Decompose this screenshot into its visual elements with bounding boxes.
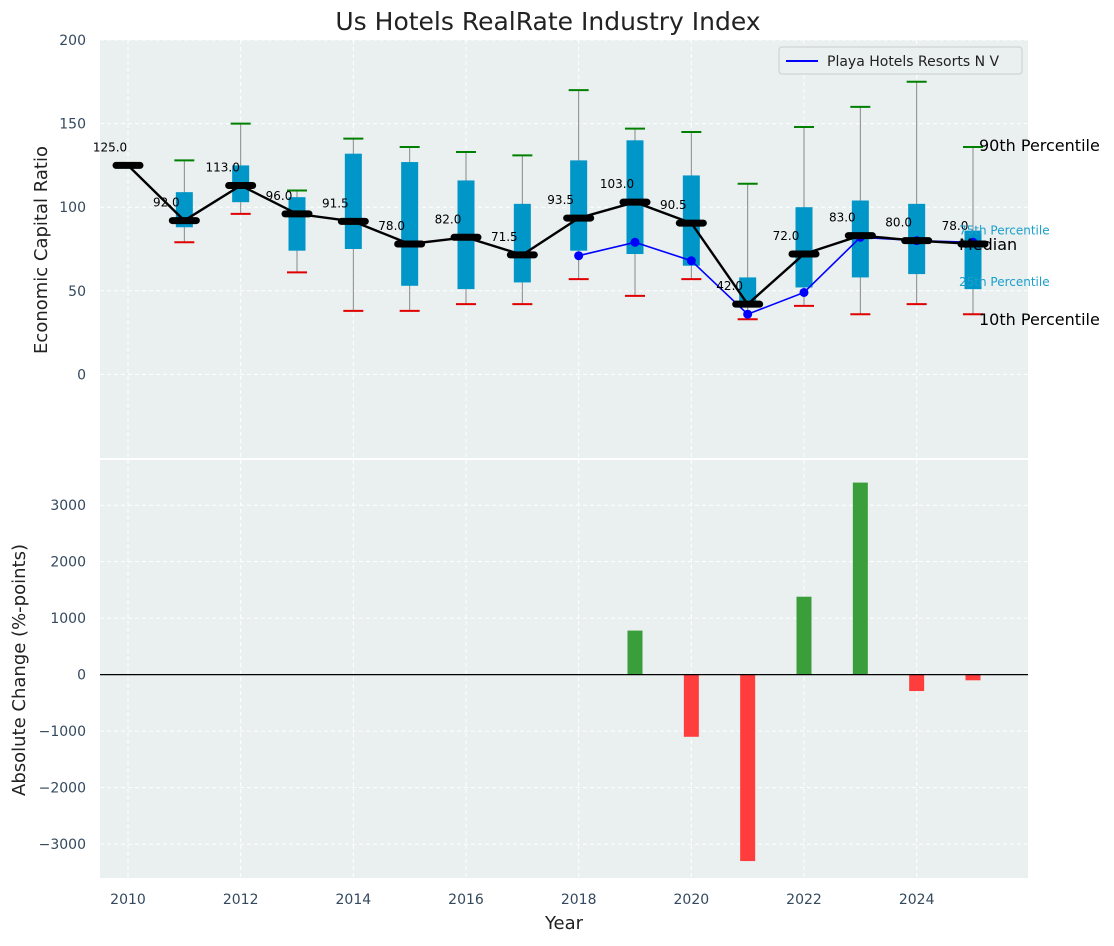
top-y-axis-label: Economic Capital Ratio <box>31 146 52 354</box>
top-y-tick: 50 <box>68 284 86 300</box>
iqr-box <box>626 140 644 255</box>
company-point <box>686 256 696 266</box>
box-plots <box>174 80 983 321</box>
negative-change-bar <box>683 674 699 737</box>
bottom-y-tick: 0 <box>77 668 86 684</box>
top-gridlines <box>100 39 1028 458</box>
x-tick: 2016 <box>448 892 484 908</box>
median-value-label: 125.0 <box>93 140 127 154</box>
x-tick: 2014 <box>336 892 372 908</box>
iqr-box <box>401 162 419 286</box>
median-value-label: 83.0 <box>829 211 856 225</box>
p75-label: 75th Percentile <box>959 224 1050 238</box>
median-series <box>112 161 989 308</box>
chart-title: Us Hotels RealRate Industry Index <box>335 7 760 36</box>
x-tick: 2012 <box>223 892 259 908</box>
median-value-label: 80.0 <box>885 216 912 230</box>
percentile-labels: 90th Percentile Median 10th Percentile 75th… <box>959 136 1100 329</box>
top-y-tick: 100 <box>59 200 86 216</box>
median-value-label: 113.0 <box>205 160 239 174</box>
median-value-label: 78.0 <box>378 219 405 233</box>
p25-label: 25th Percentile <box>959 275 1050 289</box>
iqr-box <box>795 207 813 288</box>
bottom-y-tick-labels: −3000 −2000 −1000 0 1000 2000 3000 <box>39 498 86 853</box>
median-value-label: 93.5 <box>547 193 574 207</box>
x-tick: 2022 <box>786 892 822 908</box>
x-tick: 2010 <box>110 892 146 908</box>
iqr-box <box>288 197 306 251</box>
median-value-label: 92.0 <box>153 196 180 210</box>
median-value-label: 72.0 <box>773 229 800 243</box>
negative-change-bar <box>740 674 756 862</box>
iqr-box <box>570 160 588 251</box>
x-axis-label: Year <box>544 913 584 934</box>
median-value-label: 103.0 <box>600 177 634 191</box>
median-label: Median <box>959 235 1017 254</box>
bottom-y-tick: −2000 <box>39 781 86 797</box>
iqr-box <box>513 203 531 283</box>
median-value-label: 91.5 <box>322 196 349 210</box>
median-value-label: 90.5 <box>660 198 687 212</box>
positive-change-bar <box>627 630 643 675</box>
negative-change-bar <box>909 674 925 692</box>
x-tick: 2020 <box>674 892 710 908</box>
bottom-y-tick: 2000 <box>50 555 86 571</box>
top-y-tick: 150 <box>59 117 86 133</box>
top-plot-area <box>100 40 1028 458</box>
legend: Playa Hotels Resorts N V <box>778 46 1023 75</box>
median-value-label: 71.5 <box>491 230 518 244</box>
median-line <box>127 164 974 306</box>
bottom-y-tick: −1000 <box>39 724 86 740</box>
bottom-y-axis-label: Absolute Change (%-points) <box>9 544 30 796</box>
median-value-label: 82.0 <box>435 212 462 226</box>
change-bars <box>100 482 1028 862</box>
positive-change-bar <box>796 596 812 675</box>
bottom-gridlines <box>100 460 1028 878</box>
company-point <box>799 287 809 297</box>
top-y-tick: 0 <box>77 367 86 383</box>
bottom-plot-area <box>100 460 1028 878</box>
company-point <box>743 309 753 319</box>
legend-box <box>778 46 1023 75</box>
top-y-tick-labels: 0 50 100 150 200 <box>59 33 86 383</box>
p10-label: 10th Percentile <box>979 310 1100 329</box>
median-value-label: 78.0 <box>942 219 969 233</box>
top-y-tick: 200 <box>59 33 86 49</box>
company-point <box>630 237 640 247</box>
positive-change-bar <box>852 482 868 675</box>
median-value-label: 96.0 <box>266 189 293 203</box>
median-value-labels: 125.0 92.0 113.0 96.0 91.5 78.0 82.0 71.5 93.5 10… <box>93 140 969 293</box>
legend-label: Playa Hotels Resorts N V <box>827 54 1000 70</box>
x-tick: 2024 <box>899 892 935 908</box>
bottom-y-tick: 1000 <box>50 611 86 627</box>
x-tick-labels: 2010 2012 2014 2016 2018 2020 2022 2024 <box>110 892 934 908</box>
p90-label: 90th Percentile <box>979 136 1100 155</box>
x-tick: 2018 <box>561 892 597 908</box>
iqr-box <box>344 153 362 249</box>
bottom-y-tick: 3000 <box>50 498 86 514</box>
median-value-label: 42.0 <box>716 279 743 293</box>
bottom-y-tick: −3000 <box>39 837 86 853</box>
company-point <box>574 251 584 261</box>
negative-change-bar <box>965 674 981 681</box>
